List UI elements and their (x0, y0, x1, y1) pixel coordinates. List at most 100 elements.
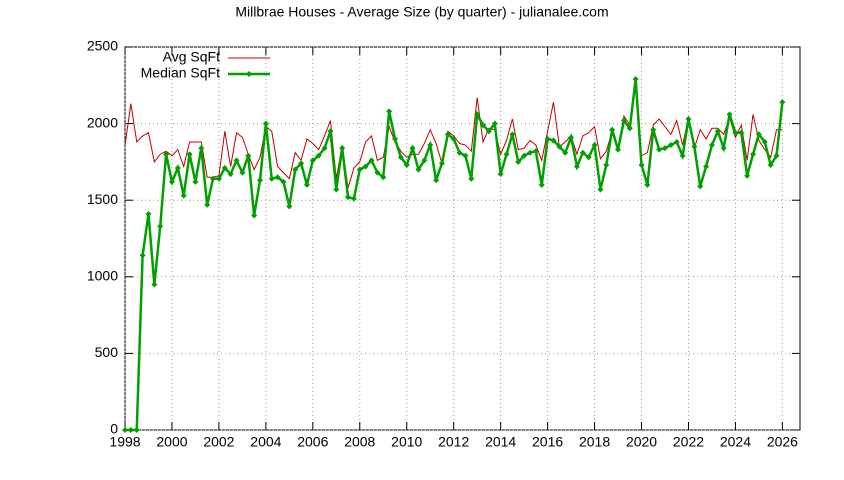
x-tick-label: 2012 (438, 434, 469, 450)
data-point (527, 149, 533, 156)
data-point (345, 194, 352, 201)
data-point (755, 131, 762, 138)
data-point (151, 281, 158, 288)
data-point (626, 125, 633, 132)
data-point (315, 152, 322, 159)
data-point (773, 152, 780, 159)
data-point (198, 145, 205, 152)
data-point (509, 131, 516, 138)
data-point (521, 152, 528, 159)
data-point (192, 178, 199, 185)
data-point (485, 128, 492, 135)
data-point (656, 146, 663, 153)
data-point (298, 160, 305, 167)
data-point (573, 163, 580, 170)
data-point (268, 175, 275, 182)
data-point (650, 126, 657, 133)
data-point (462, 152, 469, 159)
data-point (480, 122, 487, 129)
data-point (433, 177, 440, 184)
y-tick-label: 0 (110, 421, 118, 437)
data-point (438, 160, 445, 167)
data-point (450, 135, 457, 142)
data-point (562, 149, 569, 156)
data-point (474, 111, 481, 118)
data-point (262, 120, 269, 127)
y-tick-label: 2500 (87, 38, 118, 54)
x-tick-label: 2004 (250, 434, 281, 450)
data-point (274, 174, 281, 181)
data-point (421, 157, 428, 164)
data-point (744, 172, 751, 179)
data-point (280, 178, 287, 185)
data-point (380, 174, 387, 181)
data-point (620, 117, 627, 124)
data-point (427, 142, 434, 149)
data-point (374, 169, 381, 176)
x-tick-label: 1998 (109, 434, 140, 450)
data-point (726, 111, 733, 118)
series-line (124, 85, 783, 189)
data-point (761, 138, 768, 145)
data-point (638, 161, 645, 168)
data-point (392, 135, 398, 142)
data-point (180, 192, 187, 199)
data-point (321, 145, 328, 152)
chart-title: Millbrae Houses - Average Size (by quart… (235, 4, 608, 20)
data-point (697, 183, 704, 190)
data-point (708, 142, 715, 149)
data-point (186, 151, 193, 158)
data-point (673, 138, 680, 145)
data-point (333, 186, 340, 193)
data-point (245, 152, 252, 159)
data-point (239, 169, 246, 176)
data-point (456, 149, 463, 156)
data-point (662, 145, 668, 152)
data-point (750, 151, 757, 158)
data-point (685, 116, 692, 123)
data-point (233, 157, 240, 164)
plot-frame (124, 46, 801, 431)
data-point (221, 165, 228, 172)
data-point (210, 175, 217, 182)
data-point (292, 166, 299, 173)
data-point (139, 252, 146, 259)
legend-marker (246, 71, 252, 77)
data-point (515, 158, 522, 165)
data-point (122, 427, 128, 433)
data-point (339, 145, 346, 152)
data-point (714, 128, 721, 135)
data-point (397, 154, 404, 161)
x-tick-label: 2002 (203, 434, 234, 450)
x-tick-label: 2020 (626, 434, 657, 450)
data-point (251, 212, 258, 219)
data-point (145, 210, 152, 217)
data-point (556, 143, 563, 150)
y-tick-label: 1000 (87, 268, 118, 284)
x-tick-label: 2010 (391, 434, 422, 450)
data-point (133, 427, 140, 433)
data-point (615, 146, 622, 153)
data-point (579, 149, 586, 156)
data-point (568, 134, 575, 141)
data-point (386, 108, 393, 115)
data-point (644, 181, 651, 188)
data-point (309, 157, 316, 164)
data-point (691, 143, 698, 150)
data-point (632, 76, 639, 83)
data-point (350, 195, 357, 202)
data-point (597, 186, 604, 193)
data-point (720, 145, 727, 152)
data-point (538, 181, 545, 188)
data-point (503, 151, 510, 158)
legend-label: Avg SqFt (163, 49, 220, 65)
data-point (368, 157, 375, 164)
y-tick-label: 500 (95, 344, 119, 360)
data-point (127, 427, 134, 433)
data-point (532, 148, 539, 155)
data-point (767, 161, 774, 168)
data-point (603, 161, 610, 168)
data-point (491, 120, 498, 127)
data-point (497, 171, 504, 178)
